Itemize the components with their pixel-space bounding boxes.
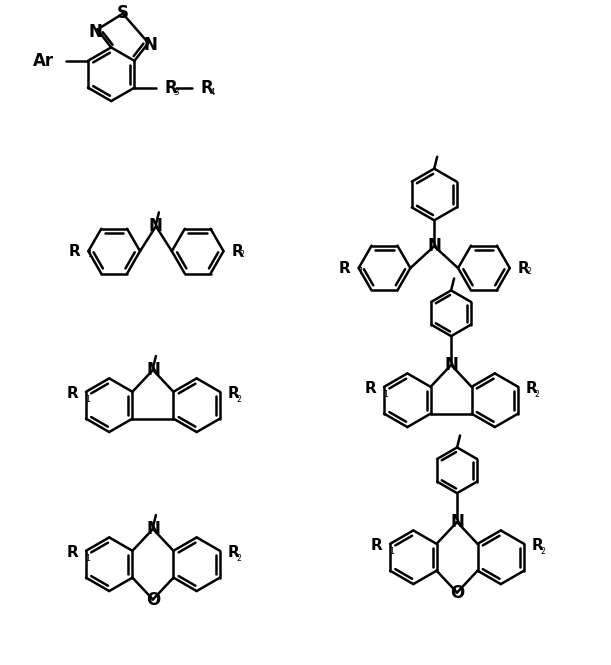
Text: $_2$: $_2$ [236, 553, 242, 565]
Text: $_3$: $_3$ [173, 85, 180, 98]
Text: R: R [164, 78, 177, 96]
Text: R: R [228, 386, 240, 401]
Text: $_2$: $_2$ [540, 545, 546, 558]
Text: $_1$: $_1$ [85, 553, 91, 565]
Text: R: R [364, 381, 376, 396]
Text: $_1$: $_1$ [389, 545, 395, 558]
Text: O: O [450, 584, 464, 602]
Text: R: R [339, 261, 351, 275]
Text: R: R [66, 545, 78, 561]
Text: Ar: Ar [33, 52, 54, 70]
Text: N: N [444, 356, 458, 374]
Text: $_2$: $_2$ [534, 388, 540, 401]
Text: R: R [518, 261, 530, 275]
Text: S: S [117, 3, 129, 22]
Text: R: R [228, 545, 240, 561]
Text: $_1$: $_1$ [87, 249, 93, 261]
Text: $_1$: $_1$ [357, 266, 364, 278]
Text: R: R [370, 539, 382, 553]
Text: N: N [146, 520, 160, 538]
Text: N: N [89, 23, 102, 41]
Text: $_1$: $_1$ [85, 394, 91, 406]
Text: R: R [526, 381, 538, 396]
Text: $_4$: $_4$ [209, 85, 216, 98]
Text: N: N [144, 36, 157, 54]
Text: R: R [68, 243, 81, 259]
Text: N: N [450, 513, 464, 531]
Text: R: R [200, 78, 213, 96]
Text: O: O [146, 591, 160, 608]
Text: $_2$: $_2$ [525, 266, 532, 278]
Text: $_2$: $_2$ [236, 394, 242, 406]
Text: N: N [149, 217, 163, 235]
Text: N: N [427, 237, 441, 255]
Text: R: R [66, 386, 78, 401]
Text: R: R [232, 243, 243, 259]
Text: $_2$: $_2$ [240, 249, 246, 261]
Text: R: R [532, 539, 544, 553]
Text: $_1$: $_1$ [383, 388, 389, 401]
Text: N: N [146, 361, 160, 379]
